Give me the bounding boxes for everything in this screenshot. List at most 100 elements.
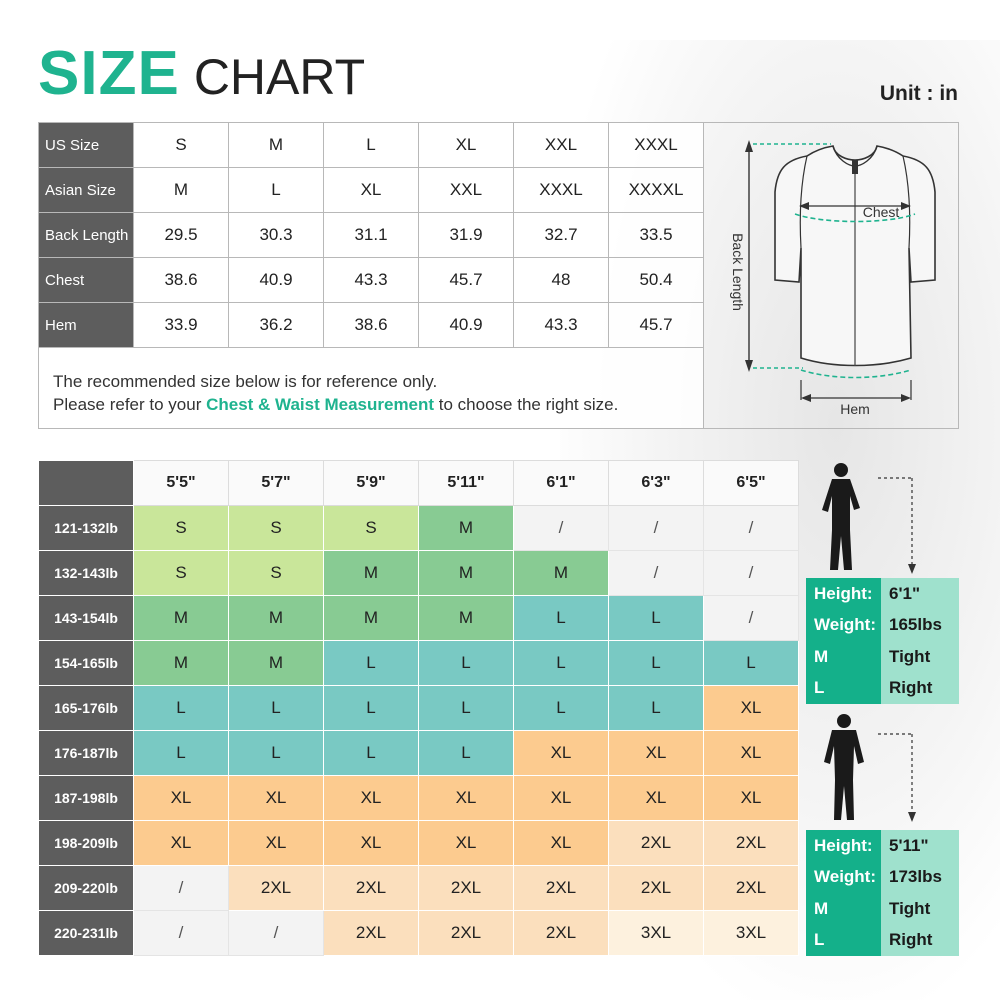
measurement-cell: XL — [418, 122, 514, 168]
height-header: 6'5" — [703, 460, 799, 506]
size-cell: S — [133, 505, 229, 551]
model-1-height-label: Height: — [806, 578, 881, 610]
size-cell: S — [133, 550, 229, 596]
jersey-diagram: Back Length Chest Hem — [730, 140, 936, 417]
size-cell: XL — [228, 820, 324, 866]
size-cell: XL — [228, 775, 324, 821]
size-cell: / — [703, 505, 799, 551]
size-cell: M — [418, 595, 514, 641]
measurement-row: Hem 33.9 36.2 38.6 40.9 43.3 45.7 — [38, 302, 704, 348]
measurement-row-label: Chest — [38, 257, 134, 303]
size-cell: M — [228, 640, 324, 686]
measurement-cell: 30.3 — [228, 212, 324, 258]
fit-chart-row: 176-187lb L L L L XL XL XL — [38, 730, 799, 776]
size-cell: XL — [513, 775, 609, 821]
fit-chart-table: 5'5" 5'7" 5'9" 5'11" 6'1" 6'3" 6'5" 121-132lb S S… — [38, 460, 799, 956]
size-cell: XL — [608, 730, 704, 776]
size-cell: XL — [513, 820, 609, 866]
unit-label: Unit : in — [879, 82, 958, 105]
size-cell: L — [133, 730, 229, 776]
size-cell: M — [418, 505, 514, 551]
fit-chart-row: 220-231lb //2XL 2XL 2XL 3XL 3XL — [38, 910, 799, 956]
size-cell: XL — [323, 820, 419, 866]
measurement-cell: L — [228, 167, 324, 213]
height-header: 5'5" — [133, 460, 229, 506]
model-2-fit2: Right — [881, 924, 959, 956]
size-cell: XL — [608, 775, 704, 821]
model-1-fit1: Tight — [881, 641, 959, 673]
size-cell: L — [418, 685, 514, 731]
title-size-word: SIZE — [38, 39, 180, 108]
size-cell: / — [703, 550, 799, 596]
model-2-fit2-size: L — [806, 924, 881, 956]
size-cell: L — [513, 640, 609, 686]
measurement-cell: 50.4 — [608, 257, 704, 303]
size-cell: L — [228, 730, 324, 776]
model-2-silhouette-icon — [824, 714, 916, 822]
measurement-table: US Size S M L XL XXL XXXL Asian Size M L XL XXL XXXL… — [38, 122, 704, 348]
measurement-cell: XXXL — [513, 167, 609, 213]
size-cell: XL — [703, 730, 799, 776]
size-cell: 3XL — [608, 910, 704, 956]
weight-header: 198-209lb — [38, 820, 134, 866]
size-cell: M — [323, 550, 419, 596]
measurement-cell: M — [228, 122, 324, 168]
size-cell: S — [228, 505, 324, 551]
size-cell: 2XL — [608, 820, 704, 866]
size-cell: 2XL — [418, 910, 514, 956]
weight-header: 132-143lb — [38, 550, 134, 596]
size-cell: 2XL — [323, 865, 419, 911]
measurement-cell: 45.7 — [608, 302, 704, 348]
measurement-cell: M — [133, 167, 229, 213]
size-cell: XL — [703, 775, 799, 821]
size-cell: L — [323, 730, 419, 776]
jersey-diagram-panel — [703, 122, 959, 429]
size-cell: M — [513, 550, 609, 596]
measurement-cell: 33.9 — [133, 302, 229, 348]
model-2-fit1: Tight — [881, 893, 959, 925]
size-cell: S — [323, 505, 419, 551]
hem-measure-line — [800, 369, 912, 379]
model-1-height: 6'1" — [881, 578, 959, 610]
model-1-weight-label: Weight: — [806, 609, 881, 641]
page-title: SIZE CHART — [38, 38, 365, 108]
measurement-cell: L — [323, 122, 419, 168]
measurement-cell: 33.5 — [608, 212, 704, 258]
size-cell: / — [703, 595, 799, 641]
model-1-weight: 165lbs — [881, 609, 959, 641]
measurement-row-label: Back Length — [38, 212, 134, 258]
size-cell: L — [228, 685, 324, 731]
note-line-2-start: Please refer to your — [53, 395, 207, 414]
size-cell: / — [133, 865, 229, 911]
measurement-cell: 31.9 — [418, 212, 514, 258]
model-2-card: Height: 5'11" Weight: 173lbs M Tight L Right — [806, 830, 959, 956]
model-2-height: 5'11" — [881, 830, 959, 862]
size-cell: XL — [133, 820, 229, 866]
size-cell: L — [133, 685, 229, 731]
size-cell: 2XL — [703, 865, 799, 911]
model-1-card: Height: 6'1" Weight: 165lbs M Tight L Right — [806, 578, 959, 704]
measurement-row: Back Length 29.5 30.3 31.1 31.9 32.7 33.5 — [38, 212, 704, 258]
height-header: 5'9" — [323, 460, 419, 506]
measurement-cell: 32.7 — [513, 212, 609, 258]
weight-header: 176-187lb — [38, 730, 134, 776]
measurement-cell: 43.3 — [323, 257, 419, 303]
height-header: 6'1" — [513, 460, 609, 506]
measurement-cell: 48 — [513, 257, 609, 303]
measurement-cell: 43.3 — [513, 302, 609, 348]
jersey-sleeve-seam-right — [902, 155, 911, 249]
size-cell: XL — [323, 775, 419, 821]
weight-header: 121-132lb — [38, 505, 134, 551]
size-cell: L — [608, 685, 704, 731]
measurement-cell: 38.6 — [323, 302, 419, 348]
fit-chart-row: 143-154lb M M M M L L / — [38, 595, 799, 641]
size-cell: XL — [703, 685, 799, 731]
measurement-cell: 31.1 — [323, 212, 419, 258]
measurement-cell: 38.6 — [133, 257, 229, 303]
weight-header: 209-220lb — [38, 865, 134, 911]
size-cell: / — [608, 550, 704, 596]
model-2-height-label: Height: — [806, 830, 881, 862]
model-1-fit2-size: L — [806, 672, 881, 704]
measurement-row: Asian Size M L XL XXL XXXL XXXXL — [38, 167, 704, 213]
size-cell: M — [133, 595, 229, 641]
